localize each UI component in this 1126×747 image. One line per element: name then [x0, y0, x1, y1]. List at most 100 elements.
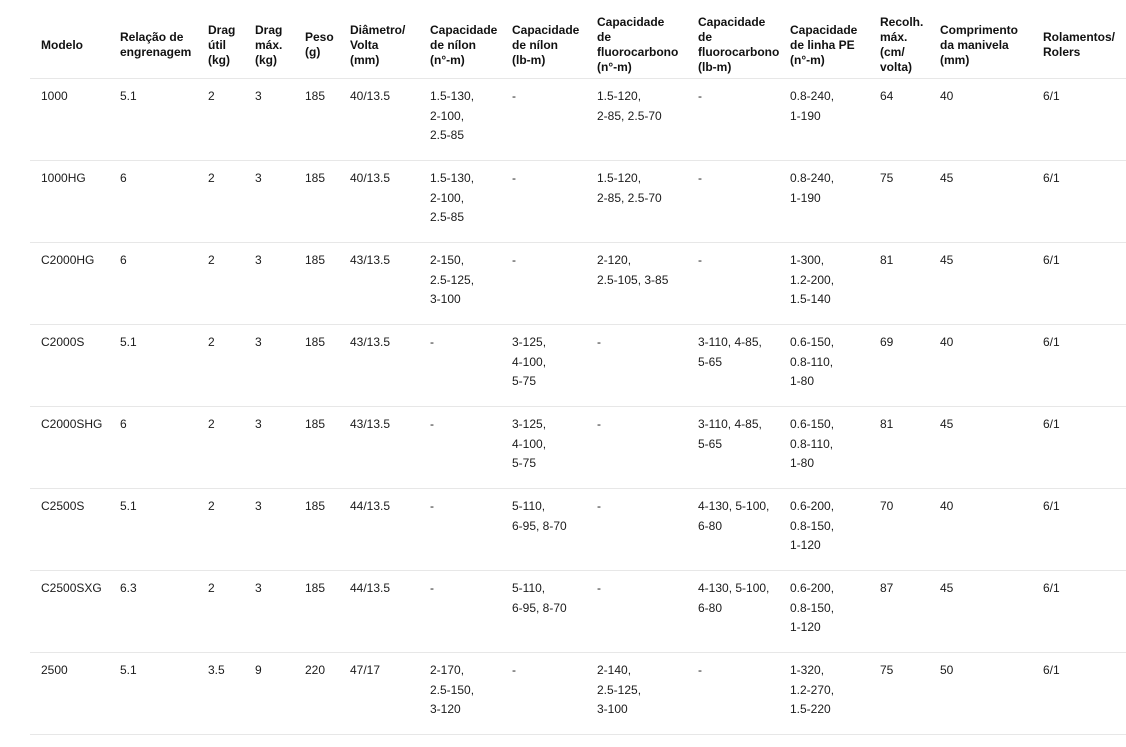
- cell-fluoro-no-m: -: [586, 406, 687, 489]
- cell-bearings: 6/1: [1032, 652, 1126, 735]
- cell-drag-max: 9: [244, 734, 294, 747]
- cell-gear-ratio: 5.1: [109, 78, 197, 161]
- cell-pe-line: 1-300, 1.2-200, 1.5-140: [779, 242, 869, 325]
- header-cell-diameter-volta: Diâmetro/ Volta (mm): [339, 0, 419, 79]
- cell-nylon-no-m: -: [419, 488, 501, 571]
- cell-nylon-lb-m: 3-125, 4-100, 5-75: [501, 406, 586, 489]
- cell-gear-ratio: 6: [109, 160, 197, 243]
- header-cell-crank-length: Comprimento da manivela (mm): [929, 0, 1032, 79]
- cell-drag-util: 2: [197, 406, 244, 489]
- cell-nylon-no-m: -: [419, 324, 501, 407]
- cell-weight: 220: [294, 734, 339, 747]
- cell-gear-ratio: 5.8: [109, 734, 197, 747]
- cell-fluoro-no-m: 2-120, 2.5-105, 3-85: [586, 242, 687, 325]
- cell-fluoro-no-m: -: [586, 324, 687, 407]
- cell-nylon-lb-m: 5-110, 6-95, 8-70: [501, 570, 586, 653]
- cell-drag-max: 3: [244, 570, 294, 653]
- header-cell-nylon-lb-m: Capacidade de nílon (lb-m): [501, 0, 586, 79]
- header-cell-fluoro-no-m: Capacidade de fluorocarbono (n°-m): [586, 0, 687, 79]
- cell-model: 2500HG: [30, 734, 109, 747]
- header-cell-nylon-no-m: Capacidade de nílon (n°-m): [419, 0, 501, 79]
- cell-crank-length: 45: [929, 160, 1032, 243]
- cell-drag-util: 3.5: [197, 652, 244, 735]
- cell-nylon-lb-m: -: [501, 652, 586, 735]
- cell-drag-max: 3: [244, 488, 294, 571]
- cell-fluoro-lb-m: -: [687, 734, 779, 747]
- cell-fluoro-lb-m: 3-110, 4-85, 5-65: [687, 324, 779, 407]
- cell-diameter-volta: 47/17: [339, 652, 419, 735]
- cell-drag-util: 2: [197, 570, 244, 653]
- specs-table: Modelo Relação de engrenagem Drag útil (kg…: [30, 0, 1126, 747]
- cell-crank-length: 45: [929, 242, 1032, 325]
- cell-fluoro-lb-m: -: [687, 652, 779, 735]
- cell-pe-line: 0.6-150, 0.8-110, 1-80: [779, 406, 869, 489]
- cell-recolh-max: 75: [869, 652, 929, 735]
- table-row-1000: 1000 5.1 2 3 185 40/13.5 1.5-130, 2-100, 2.5-8…: [30, 78, 1126, 161]
- cell-gear-ratio: 5.1: [109, 488, 197, 571]
- cell-model: C2000S: [30, 324, 109, 407]
- header-cell-recolh-max: Recolh. máx. (cm/ volta): [869, 0, 929, 79]
- cell-weight: 185: [294, 78, 339, 161]
- cell-diameter-volta: 44/13.5: [339, 488, 419, 571]
- cell-nylon-no-m: 1.5-130, 2-100, 2.5-85: [419, 160, 501, 243]
- cell-diameter-volta: 44/13.5: [339, 570, 419, 653]
- cell-fluoro-no-m: -: [586, 570, 687, 653]
- cell-recolh-max: 75: [869, 160, 929, 243]
- header-cell-drag-max: Drag máx. (kg): [244, 0, 294, 79]
- cell-recolh-max: 87: [869, 570, 929, 653]
- cell-nylon-lb-m: -: [501, 242, 586, 325]
- cell-bearings: 6/1: [1032, 488, 1126, 571]
- cell-pe-line: 0.8-240, 1-190: [779, 78, 869, 161]
- cell-weight: 185: [294, 406, 339, 489]
- cell-fluoro-no-m: -: [586, 488, 687, 571]
- cell-diameter-volta: 40/13.5: [339, 160, 419, 243]
- cell-recolh-max: 81: [869, 406, 929, 489]
- table-body: 1000 5.1 2 3 185 40/13.5 1.5-130, 2-100, 2.5-8…: [30, 78, 1126, 747]
- cell-fluoro-no-m: 2-140, 2.5-125, 3-100: [586, 652, 687, 735]
- cell-drag-max: 3: [244, 324, 294, 407]
- cell-nylon-no-m: 1.5-130, 2-100, 2.5-85: [419, 78, 501, 161]
- cell-pe-line: 0.6-200, 0.8-150, 1-120: [779, 488, 869, 571]
- cell-fluoro-lb-m: -: [687, 242, 779, 325]
- cell-nylon-no-m: 2-150, 2.5-125, 3-100: [419, 242, 501, 325]
- cell-gear-ratio: 6.3: [109, 570, 197, 653]
- cell-nylon-no-m: -: [419, 570, 501, 653]
- cell-nylon-no-m: 2-170, 2.5-150, 3-120: [419, 734, 501, 747]
- header-row: Modelo Relação de engrenagem Drag útil (kg…: [30, 0, 1126, 79]
- cell-bearings: 6/1: [1032, 734, 1126, 747]
- cell-drag-util: 2: [197, 324, 244, 407]
- cell-model: C2500S: [30, 488, 109, 571]
- cell-diameter-volta: 47/17: [339, 734, 419, 747]
- cell-pe-line: 0.6-150, 0.8-110, 1-80: [779, 324, 869, 407]
- cell-gear-ratio: 5.1: [109, 324, 197, 407]
- cell-model: 1000HG: [30, 160, 109, 243]
- cell-diameter-volta: 43/13.5: [339, 242, 419, 325]
- header-cell-weight: Peso (g): [294, 0, 339, 79]
- cell-gear-ratio: 5.1: [109, 652, 197, 735]
- cell-model: C2500SXG: [30, 570, 109, 653]
- cell-diameter-volta: 40/13.5: [339, 78, 419, 161]
- cell-crank-length: 40: [929, 324, 1032, 407]
- cell-gear-ratio: 6: [109, 242, 197, 325]
- cell-bearings: 6/1: [1032, 570, 1126, 653]
- cell-nylon-lb-m: 5-110, 6-95, 8-70: [501, 488, 586, 571]
- cell-bearings: 6/1: [1032, 78, 1126, 161]
- header-cell-bearings: Rolamentos/ Rolers: [1032, 0, 1126, 79]
- cell-nylon-lb-m: -: [501, 78, 586, 161]
- header-cell-model: Modelo: [30, 0, 109, 79]
- cell-drag-util: 2: [197, 488, 244, 571]
- cell-recolh-max: 69: [869, 324, 929, 407]
- cell-pe-line: 1-320, 1.2-270, 1.5-220: [779, 734, 869, 747]
- cell-drag-util: 2: [197, 242, 244, 325]
- table-row-C2000HG: C2000HG 6 2 3 185 43/13.5 2-150, 2.5-125, 3-10…: [30, 242, 1126, 325]
- cell-crank-length: 55: [929, 734, 1032, 747]
- cell-crank-length: 45: [929, 570, 1032, 653]
- cell-drag-util: 2: [197, 78, 244, 161]
- cell-drag-max: 3: [244, 242, 294, 325]
- cell-bearings: 6/1: [1032, 242, 1126, 325]
- cell-gear-ratio: 6: [109, 406, 197, 489]
- cell-drag-util: 2: [197, 160, 244, 243]
- cell-fluoro-lb-m: 4-130, 5-100, 6-80: [687, 570, 779, 653]
- table-row-1000HG: 1000HG 6 2 3 185 40/13.5 1.5-130, 2-100, 2.5-8…: [30, 160, 1126, 243]
